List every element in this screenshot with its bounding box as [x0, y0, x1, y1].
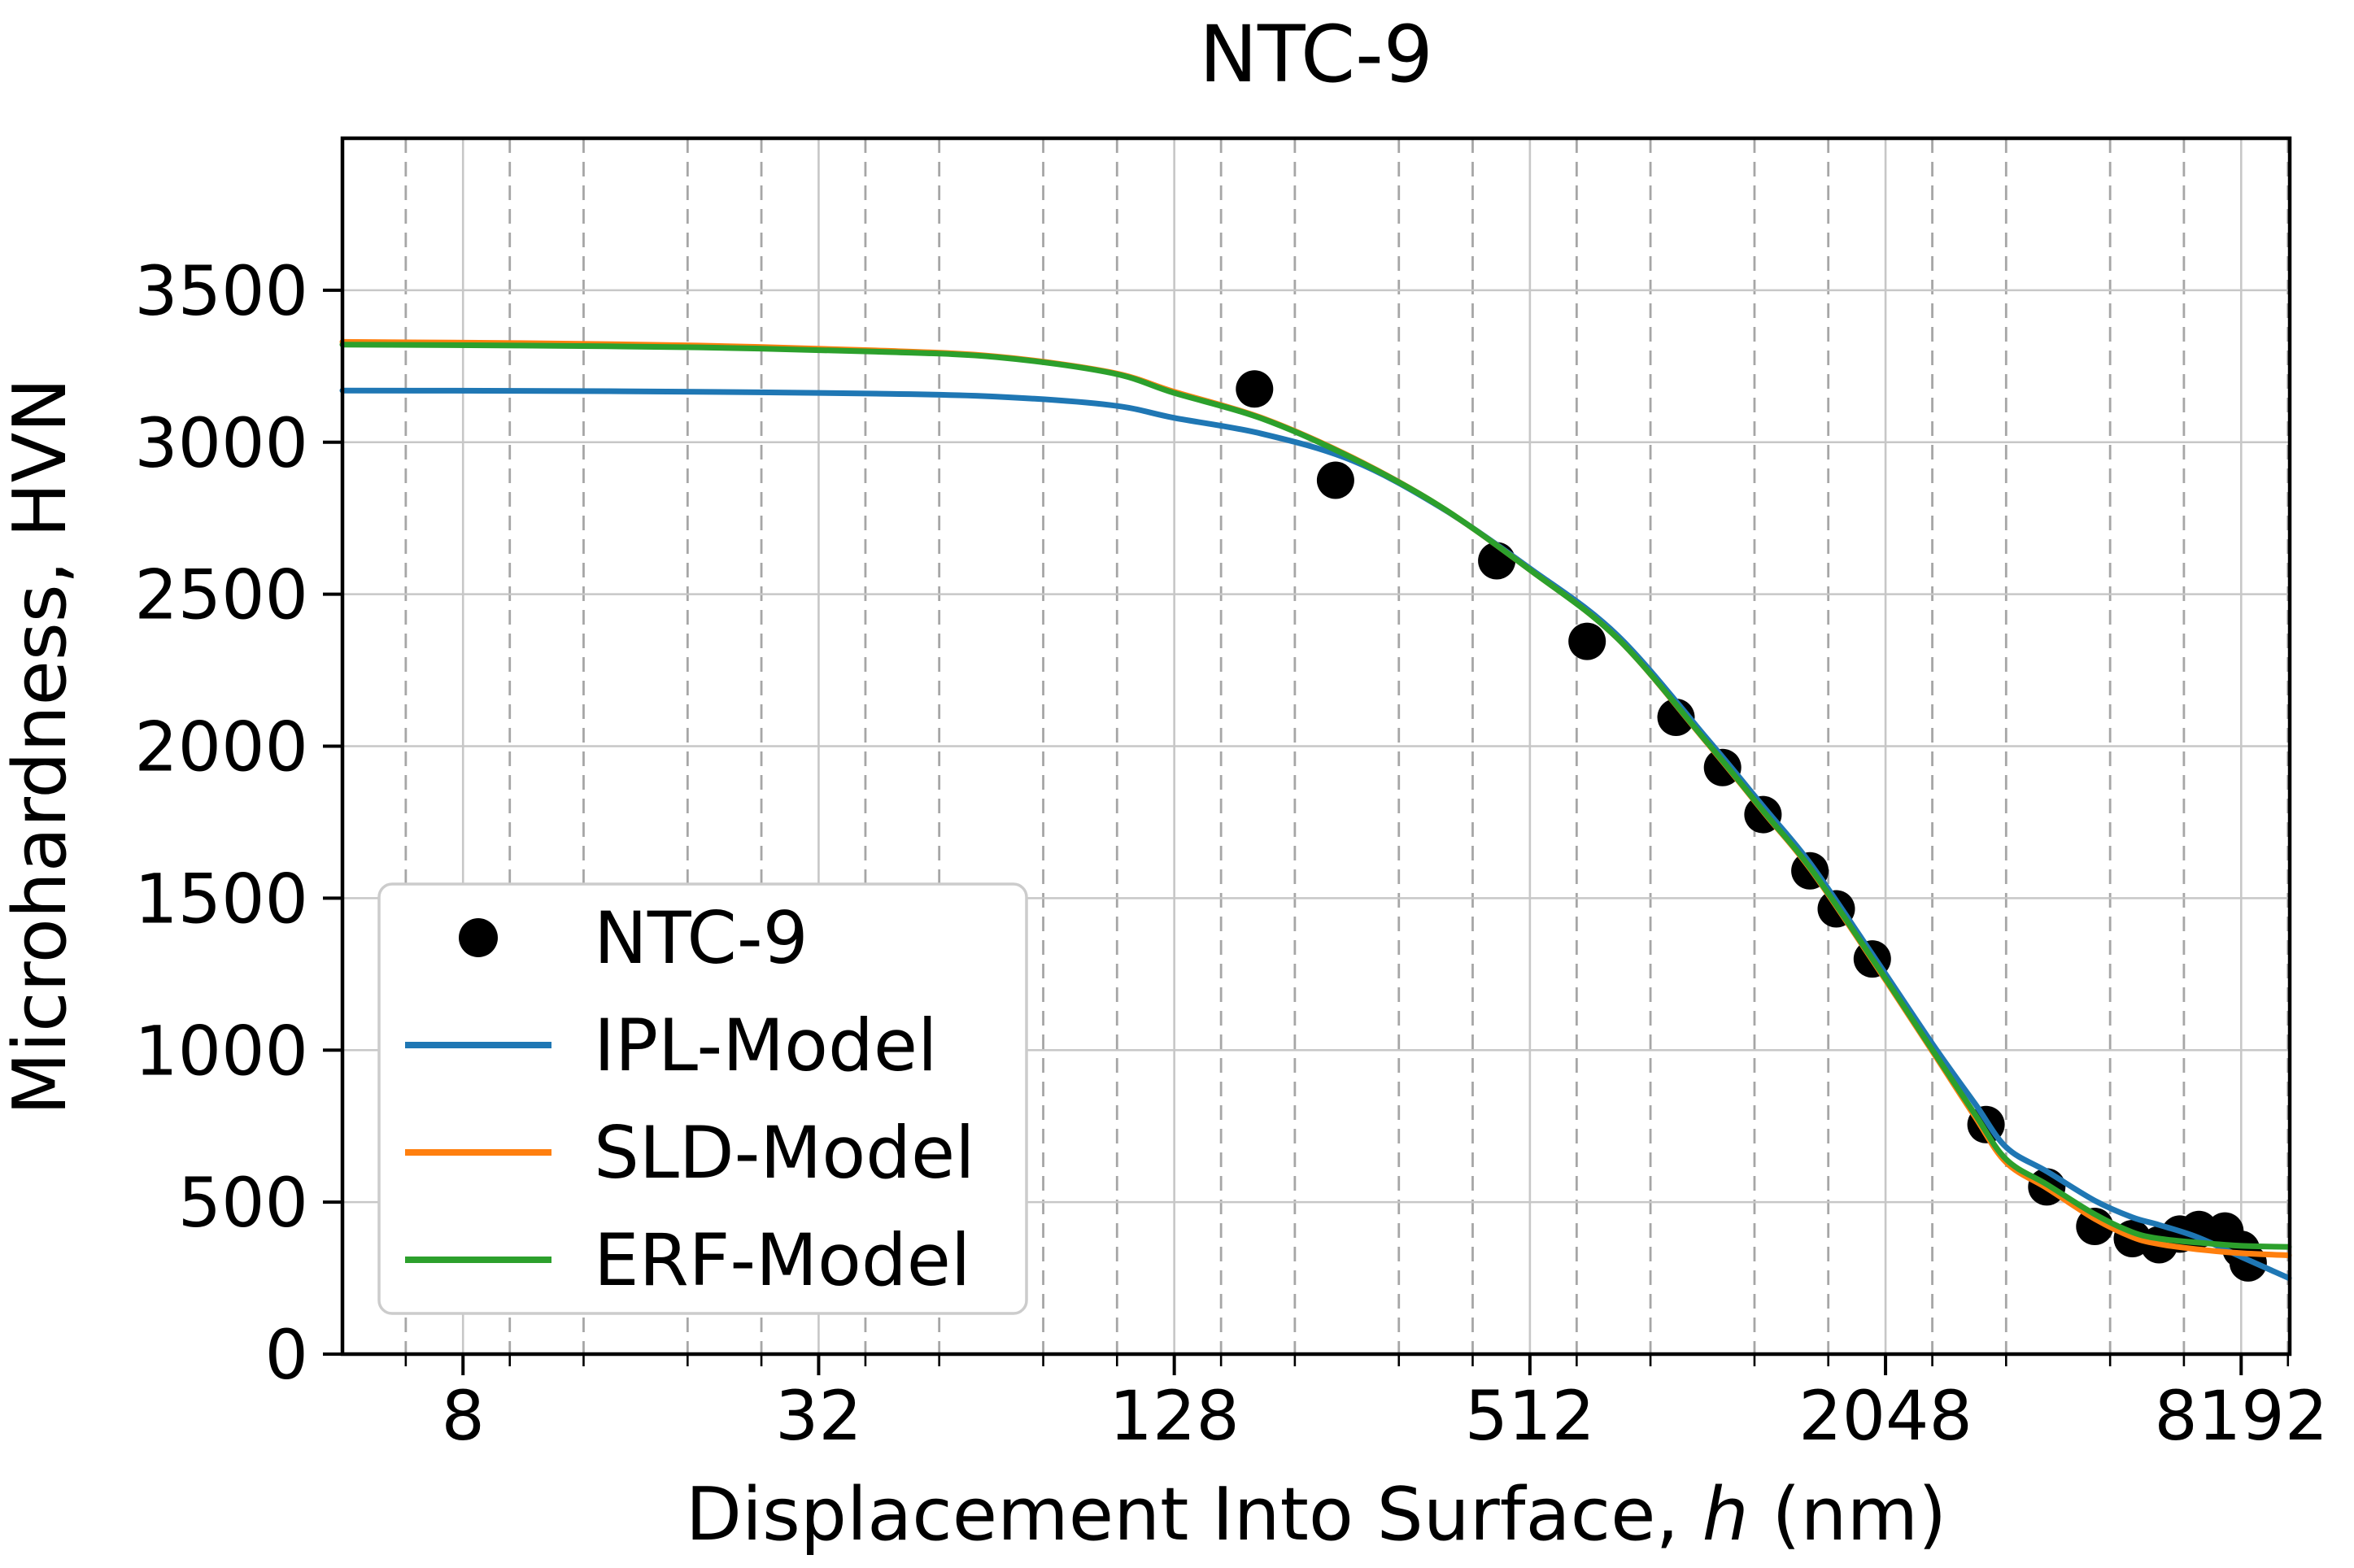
legend-item-label: IPL-Model — [594, 1004, 937, 1087]
y-tick-label: 0 — [265, 1315, 308, 1395]
x-tick-label: 512 — [1465, 1376, 1595, 1456]
legend-dot-marker — [459, 918, 498, 957]
y-tick-label: 2500 — [134, 555, 308, 635]
legend: NTC-9 IPL-Model SLD-Model ERF-Model — [377, 882, 1028, 1315]
x-tick-label: 2048 — [1798, 1376, 1973, 1456]
data-point — [1236, 370, 1274, 408]
y-tick-label: 1500 — [134, 859, 308, 939]
scatter-series — [1236, 370, 2267, 1282]
legend-item-label: NTC-9 — [594, 896, 809, 980]
x-axis-label-suffix: (nm) — [1749, 1472, 1947, 1557]
data-point — [1316, 461, 1354, 499]
y-tick-label: 3000 — [134, 403, 308, 483]
model-curve-erf — [339, 342, 2292, 1250]
legend-item: IPL-Model — [405, 1004, 937, 1087]
x-tick-label: 32 — [775, 1376, 862, 1456]
x-axis-label-variable: h — [1702, 1472, 1749, 1557]
data-point — [1568, 622, 1606, 660]
x-tick-label: 128 — [1109, 1376, 1239, 1456]
y-tick-label: 2000 — [134, 708, 308, 787]
data-point — [1657, 699, 1695, 736]
legend-item: ERF-Model — [405, 1218, 970, 1302]
y-tick-label: 3500 — [134, 251, 308, 331]
legend-item: SLD-Model — [405, 1111, 975, 1195]
axis-ticks: 8 32 128 512 2048 8192 0 500 1000 1500 2000 2500 300… — [134, 251, 2328, 1456]
x-tick-label: 8 — [442, 1376, 485, 1456]
y-tick-label: 500 — [178, 1163, 308, 1243]
chart-title: NTC-9 — [1199, 9, 1433, 100]
y-tick-label: 1000 — [134, 1011, 308, 1091]
x-tick-label: 8192 — [2154, 1376, 2328, 1456]
y-axis-label: Microhardness, HVN — [0, 378, 83, 1116]
legend-item-label: SLD-Model — [594, 1111, 975, 1195]
legend-item-label: ERF-Model — [594, 1218, 970, 1302]
x-axis-label: Displacement Into Surface, h (nm) — [686, 1472, 1947, 1557]
x-axis-label-prefix: Displacement Into Surface, — [686, 1472, 1702, 1557]
legend-box — [377, 882, 1028, 1315]
legend-item: NTC-9 — [459, 896, 809, 980]
model-curves — [339, 338, 2292, 1282]
